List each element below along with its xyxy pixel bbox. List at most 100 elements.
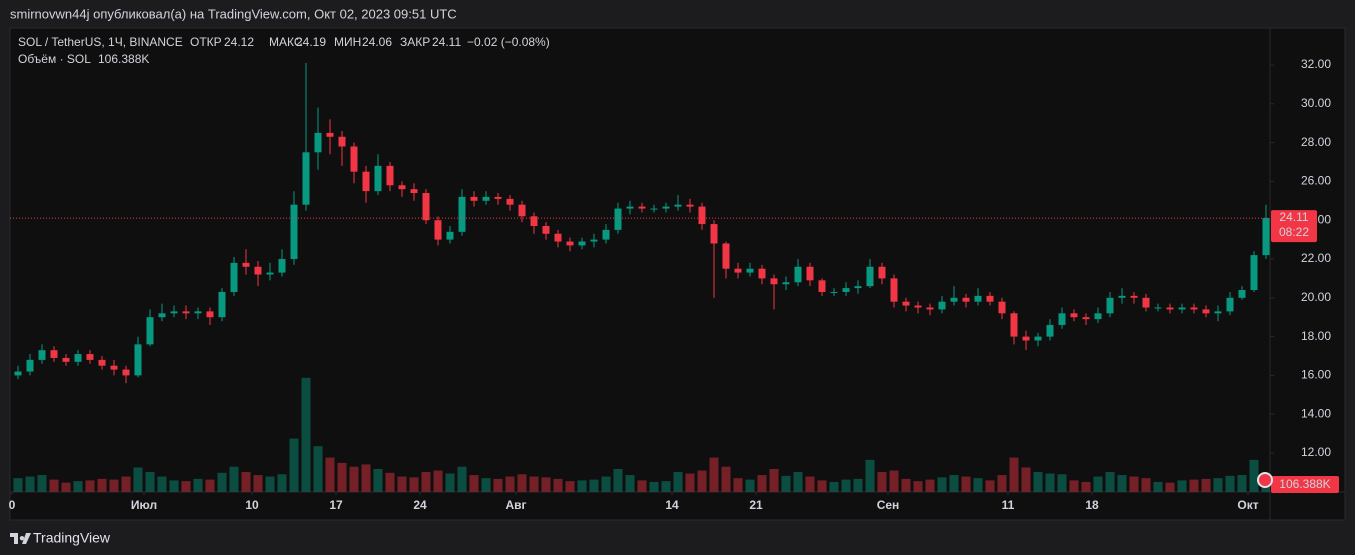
x-tick-label: 21 — [749, 498, 763, 512]
candle-body — [1250, 255, 1258, 291]
y-tick-label: 14.00 — [1301, 406, 1331, 420]
overlay: 12.0014.0016.0018.0020.0022.0024.0026.00… — [9, 35, 1339, 512]
volume-bar — [997, 475, 1007, 492]
volume-bar — [349, 466, 359, 492]
volume-bar — [757, 475, 767, 492]
candle-body — [1058, 313, 1066, 325]
volume-bar — [805, 476, 815, 492]
candle-body — [86, 354, 94, 360]
candle-body — [338, 136, 346, 147]
candle-body — [194, 311, 202, 314]
volume-bar — [1117, 475, 1127, 492]
candle-body — [158, 313, 166, 318]
volume-bar — [433, 470, 443, 492]
volume-bar — [961, 476, 971, 492]
volume-bar — [193, 478, 203, 492]
volume-bar — [1033, 472, 1043, 492]
volume-bar — [205, 479, 215, 492]
volume-bar — [181, 481, 191, 492]
candle-body — [530, 216, 538, 227]
x-tick-label: Авг — [505, 498, 526, 512]
x-tick-label: 24 — [413, 498, 427, 512]
x-tick-label: 11 — [1002, 498, 1015, 512]
x-tick-label: 10 — [245, 498, 259, 512]
candle-body — [974, 295, 982, 302]
header: smirnovwn44j опубликовал(а) на TradingVi… — [10, 6, 457, 21]
volume-badge — [1271, 476, 1339, 493]
volume-bar — [373, 469, 383, 492]
candle-body — [662, 206, 670, 209]
volume-bar — [61, 482, 71, 492]
candle-body — [962, 297, 970, 302]
volume-bar — [1153, 481, 1163, 492]
volume-bar — [421, 472, 431, 492]
candle-body — [242, 262, 250, 267]
candle-body — [1190, 307, 1198, 310]
volume-bar — [1009, 457, 1019, 492]
legend-item: ЗАКР — [400, 35, 430, 49]
candle-body — [254, 266, 262, 275]
volume-bar — [613, 469, 623, 492]
volume-bar — [85, 480, 95, 492]
volume-legend-title: Объём · SOL — [18, 52, 91, 66]
legend-item: ОТКР — [190, 35, 222, 49]
volume-bar — [541, 477, 551, 492]
volume-bar — [661, 481, 671, 492]
y-tick-label: 26.00 — [1301, 174, 1331, 188]
candle-body — [266, 272, 274, 275]
volume-bar — [157, 476, 167, 492]
volume-bar — [553, 478, 563, 492]
price-badge — [1271, 210, 1317, 243]
volume-bar — [1141, 478, 1151, 492]
volume-bar — [1213, 478, 1223, 492]
volume-bar — [889, 470, 899, 492]
event-icon — [1257, 472, 1273, 488]
volume-bar — [1081, 481, 1091, 492]
volume-bar — [793, 472, 803, 492]
candle-body — [986, 295, 994, 302]
volume-bar — [337, 462, 347, 492]
volume-bar — [25, 476, 35, 492]
candle-body — [206, 311, 214, 318]
volume-bar — [145, 472, 155, 492]
candle-body — [734, 268, 742, 273]
volume-bar — [769, 469, 779, 492]
candle-body — [422, 193, 430, 221]
volume-bar — [73, 481, 83, 492]
candle-body — [1142, 297, 1150, 308]
candle-body — [710, 224, 718, 244]
candle-body — [1094, 313, 1102, 320]
volume-bar — [745, 479, 755, 492]
x-tick-label: 14 — [665, 498, 679, 512]
volume-bar — [601, 476, 611, 492]
volume-bar — [409, 477, 419, 492]
volume-bar — [985, 480, 995, 492]
candle-body — [494, 196, 502, 199]
candle-body — [26, 359, 34, 372]
price-badge-countdown: 08:22 — [1279, 225, 1309, 239]
volume-bar — [445, 473, 455, 492]
legend-item: −0.02 (−0.08%) — [467, 35, 550, 49]
volume-badge-value: 106.388K — [1279, 477, 1330, 491]
candle-body — [902, 301, 910, 306]
legend-item: 24.19 — [296, 35, 326, 49]
volume-bar — [721, 466, 731, 492]
candle-body — [134, 344, 142, 376]
volume-bar — [265, 476, 275, 492]
candle-body — [122, 369, 130, 376]
candle-body — [722, 243, 730, 269]
candle-body — [74, 354, 82, 362]
volume-bar — [865, 459, 875, 492]
candle-body — [1154, 307, 1162, 309]
candle-body — [110, 365, 118, 370]
candle-body — [686, 204, 694, 207]
volume-bar — [1069, 480, 1079, 492]
candle-body — [554, 233, 562, 242]
candle-body — [938, 301, 946, 310]
candle-body — [746, 268, 754, 273]
volume-bar — [121, 476, 131, 492]
candle-body — [1202, 309, 1210, 314]
candle-body — [818, 280, 826, 292]
volume-bar — [517, 474, 527, 492]
